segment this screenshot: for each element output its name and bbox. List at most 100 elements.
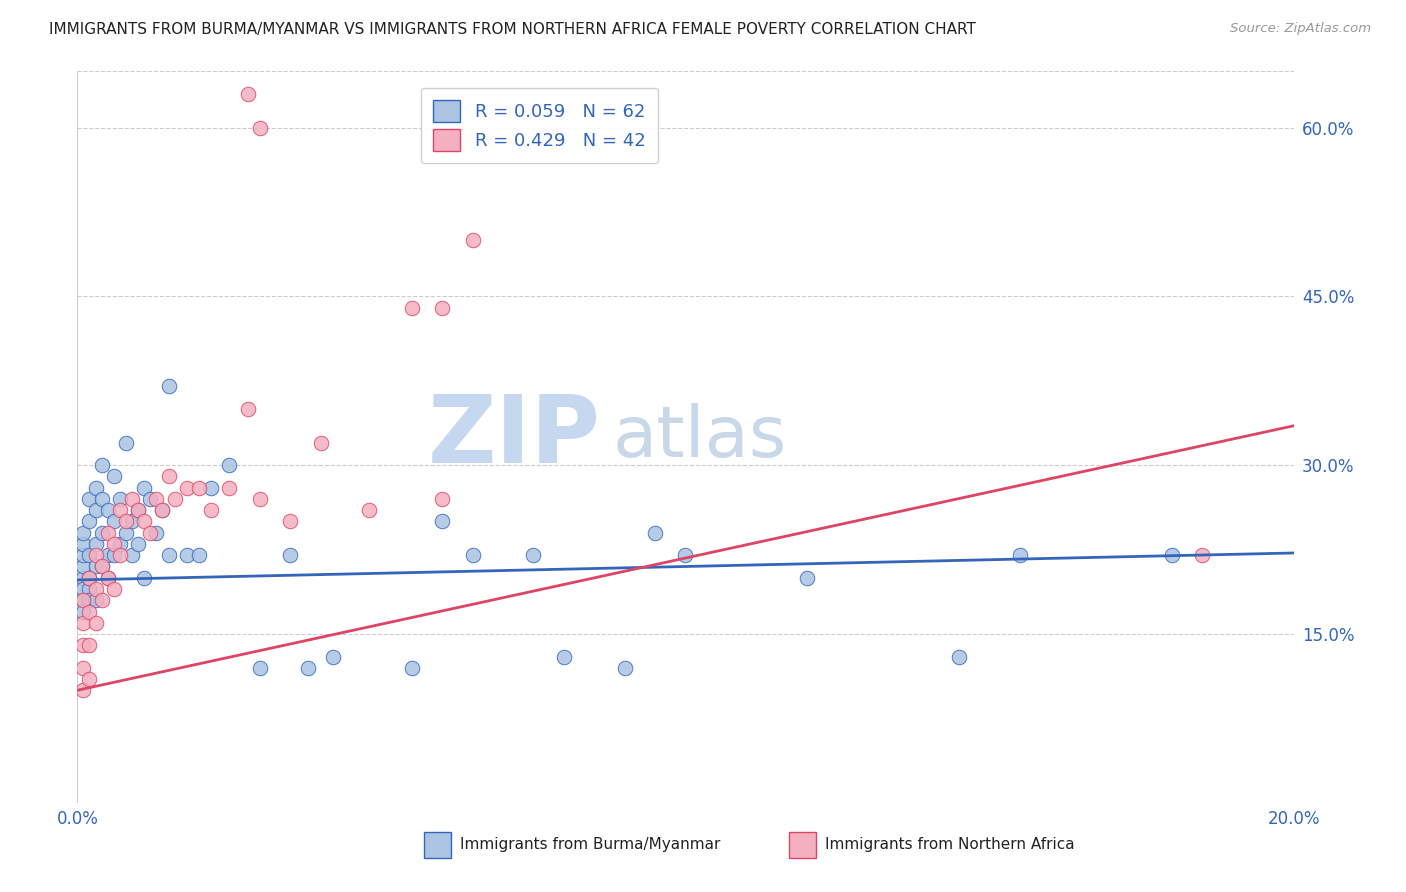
Point (249, 120, 271, 135)
Point (139, 491, 162, 506)
Text: Source: ZipAtlas.com: Source: ZipAtlas.com (1230, 22, 1371, 36)
Point (72, 571, 94, 585)
Point (97, 525, 120, 540)
Point (72, 582, 94, 596)
Point (157, 469, 180, 483)
Point (79, 605, 101, 619)
Text: atlas: atlas (613, 402, 787, 472)
Point (176, 548, 198, 562)
Point (359, 503, 381, 517)
Point (103, 469, 125, 483)
Point (1008, 548, 1031, 562)
Point (127, 503, 149, 517)
Point (108, 491, 131, 506)
Point (90, 559, 112, 574)
Point (121, 548, 143, 562)
Point (157, 548, 180, 562)
Point (97, 548, 120, 562)
Point (157, 379, 180, 393)
Point (675, 548, 697, 562)
Text: ZIP: ZIP (427, 391, 600, 483)
Point (115, 525, 138, 540)
Point (249, 491, 271, 506)
Point (72, 683, 94, 698)
Point (278, 548, 301, 562)
Point (72, 593, 94, 607)
Point (90, 593, 112, 607)
Point (134, 515, 156, 529)
Point (948, 649, 970, 664)
Point (644, 525, 666, 540)
Point (108, 503, 131, 517)
Point (108, 548, 131, 562)
Point (72, 525, 94, 540)
Point (84, 582, 107, 596)
Point (97, 571, 120, 585)
Point (127, 537, 149, 551)
Point (297, 661, 319, 675)
Point (79, 491, 101, 506)
Point (613, 661, 636, 675)
Point (79, 638, 101, 652)
Legend: R = 0.059   N = 62, R = 0.429   N = 42: R = 0.059 N = 62, R = 0.429 N = 42 (420, 87, 658, 163)
Point (121, 515, 143, 529)
Point (79, 571, 101, 585)
Point (236, 87, 259, 101)
Point (249, 661, 271, 675)
Point (103, 582, 125, 596)
Point (188, 548, 211, 562)
Point (103, 548, 125, 562)
FancyBboxPatch shape (425, 832, 451, 858)
Point (553, 649, 575, 664)
Point (84, 615, 107, 630)
Point (139, 525, 162, 540)
Point (84, 548, 107, 562)
Point (84, 593, 107, 607)
Point (84, 481, 107, 495)
Point (145, 525, 167, 540)
Point (134, 481, 156, 495)
Text: Immigrants from Burma/Myanmar: Immigrants from Burma/Myanmar (460, 837, 721, 852)
Point (72, 615, 94, 630)
Point (1161, 548, 1184, 562)
Point (97, 571, 120, 585)
Point (72, 638, 94, 652)
Point (145, 491, 167, 506)
Text: Immigrants from Northern Africa: Immigrants from Northern Africa (825, 837, 1076, 852)
Point (218, 481, 240, 495)
Point (461, 233, 484, 247)
Point (90, 491, 112, 506)
Point (90, 559, 112, 574)
Point (218, 458, 240, 473)
Point (1191, 548, 1213, 562)
Point (79, 548, 101, 562)
Point (79, 571, 101, 585)
Point (430, 301, 453, 315)
Point (430, 491, 453, 506)
Point (72, 537, 94, 551)
Point (522, 548, 544, 562)
FancyBboxPatch shape (789, 832, 815, 858)
Text: IMMIGRANTS FROM BURMA/MYANMAR VS IMMIGRANTS FROM NORTHERN AFRICA FEMALE POVERTY : IMMIGRANTS FROM BURMA/MYANMAR VS IMMIGRA… (49, 22, 976, 37)
Point (103, 537, 125, 551)
Point (176, 481, 198, 495)
Point (84, 503, 107, 517)
Point (278, 515, 301, 529)
Point (127, 503, 149, 517)
Point (72, 605, 94, 619)
Point (103, 515, 125, 529)
Point (200, 503, 222, 517)
Point (461, 548, 484, 562)
Point (200, 481, 222, 495)
Point (236, 401, 259, 416)
Point (79, 582, 101, 596)
Point (90, 458, 112, 473)
Point (84, 559, 107, 574)
Point (401, 661, 423, 675)
Point (84, 537, 107, 551)
Point (115, 515, 138, 529)
Point (152, 503, 174, 517)
Point (115, 435, 138, 450)
Point (309, 435, 332, 450)
Point (72, 559, 94, 574)
